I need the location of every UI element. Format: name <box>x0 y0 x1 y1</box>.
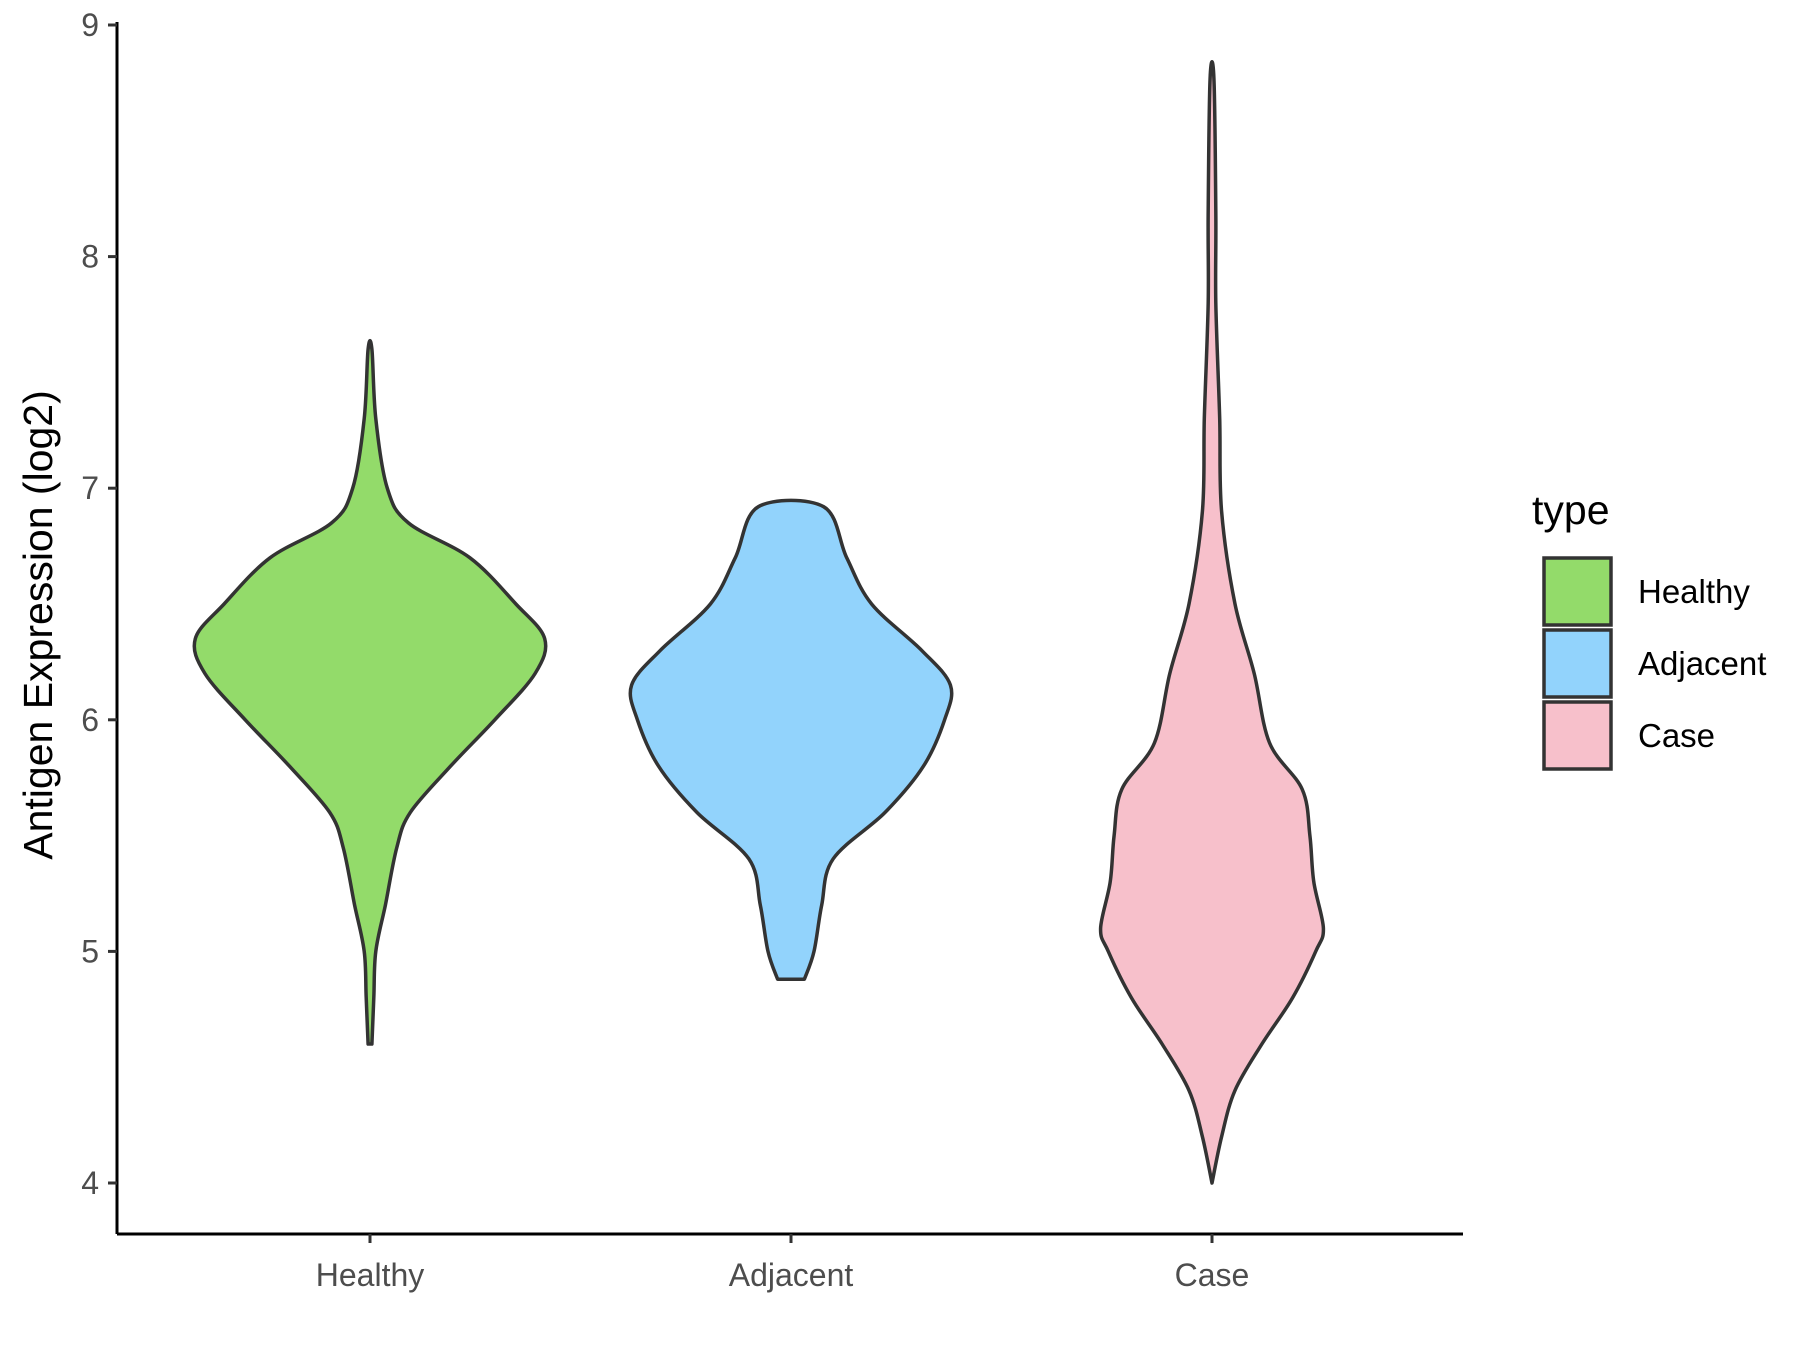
legend-label-case: Case <box>1638 717 1715 754</box>
y-tick-label: 5 <box>81 933 99 969</box>
violin-layer <box>192 60 1326 1185</box>
legend-title: type <box>1532 487 1610 533</box>
violin-healthy <box>192 338 548 1046</box>
y-tick-label: 4 <box>81 1165 99 1201</box>
legend-swatch-case <box>1542 700 1613 771</box>
legend-label-adjacent: Adjacent <box>1638 645 1766 682</box>
y-axis-title: Antigen Expression (log2) <box>15 390 61 859</box>
x-axis: Healthy Adjacent Case <box>117 1232 1463 1293</box>
x-tick-label: Adjacent <box>729 1257 854 1293</box>
x-tick-label: Case <box>1175 1257 1250 1293</box>
legend-swatch-healthy <box>1542 556 1613 627</box>
y-axis: 4 5 6 7 8 9 <box>81 7 119 1234</box>
violin-case <box>1098 60 1326 1185</box>
legend-label-healthy: Healthy <box>1638 573 1750 610</box>
y-tick-label: 9 <box>81 7 99 43</box>
legend: type Healthy Adjacent Case <box>1532 487 1766 771</box>
violin-adjacent <box>628 498 954 981</box>
y-tick-label: 8 <box>81 239 99 275</box>
y-tick-label: 6 <box>81 702 99 738</box>
y-tick-label: 7 <box>81 470 99 506</box>
x-tick-label: Healthy <box>316 1257 425 1293</box>
legend-swatch-adjacent <box>1542 628 1613 699</box>
